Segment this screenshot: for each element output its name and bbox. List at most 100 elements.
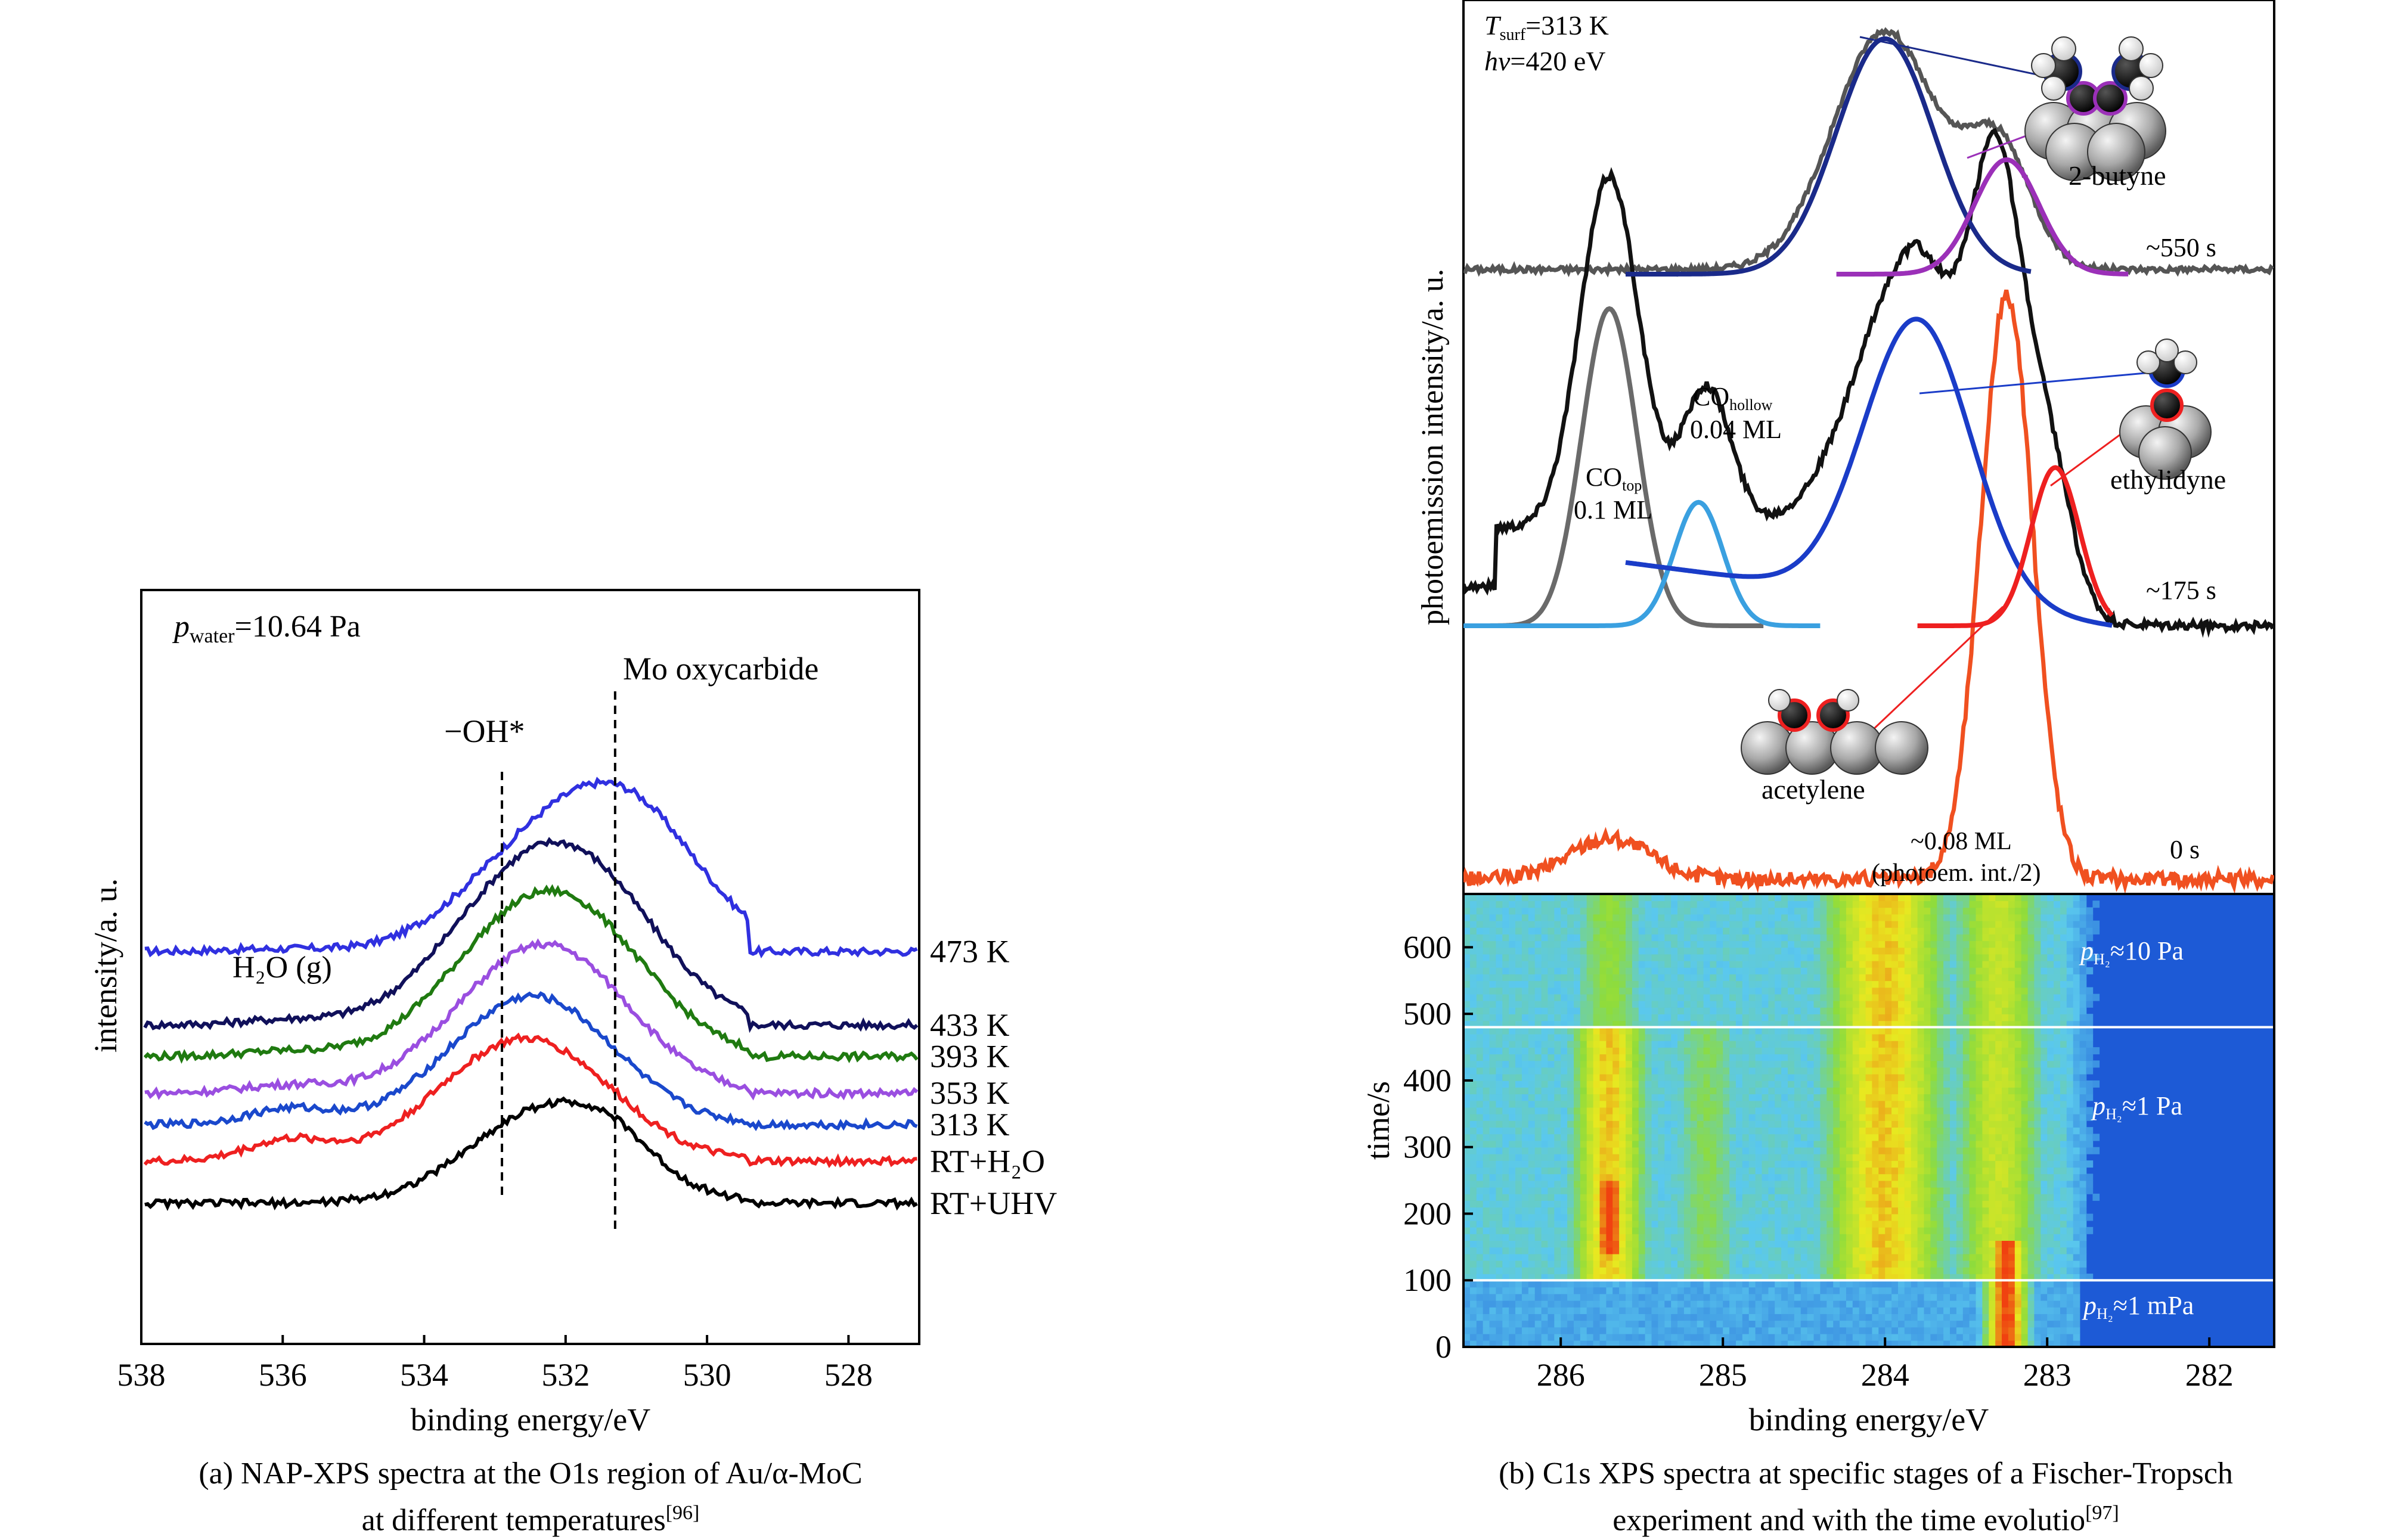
heat-cell (1729, 1327, 1736, 1334)
heat-cell (1697, 1194, 1704, 1201)
heat-cell (2021, 1294, 2029, 1301)
heat-cell (1691, 1234, 1698, 1241)
heat-cell (1567, 1327, 1574, 1334)
heat-cell (1963, 1187, 1970, 1194)
heat-cell (1762, 1254, 1769, 1261)
heat-cell (2002, 1267, 2009, 1274)
heat-cell (1749, 1320, 1756, 1327)
heat-cell (1593, 1081, 1601, 1088)
heat-cell (1664, 1334, 1672, 1341)
heat-cell (1509, 1001, 1516, 1008)
heat-cell (1606, 1041, 1613, 1048)
heat-cell (1970, 1114, 1977, 1121)
mo-oxycarbide-annotation: Mo oxycarbide (623, 651, 818, 687)
heat-cell (1496, 1267, 1503, 1274)
heat-cell (1684, 1221, 1691, 1228)
heat-cell (1742, 1334, 1750, 1341)
heat-cell (1554, 1187, 1561, 1194)
heat-cell (1885, 1314, 1892, 1321)
heat-cell (1502, 1221, 1509, 1228)
heat-cell (1684, 1107, 1691, 1114)
heat-cell (1496, 1001, 1503, 1008)
heat-cell (1794, 1067, 1801, 1075)
heat-cell (1684, 1101, 1691, 1108)
heat-cell (2047, 1254, 2054, 1261)
heat-cell (1814, 1234, 1821, 1241)
heat-cell (1542, 1214, 1549, 1221)
heat-cell (1853, 1267, 1860, 1274)
heat-cell (2060, 1141, 2067, 1148)
heat-cell (1509, 1167, 1516, 1174)
heat-cell (1846, 1247, 1853, 1254)
heat-cell (1652, 1060, 1659, 1067)
heat-cell (2073, 1214, 2080, 1221)
heat-cell (1840, 1120, 1847, 1128)
heat-cell (1768, 1254, 1775, 1261)
heat-cell (2054, 1054, 2061, 1061)
heat-cell (1684, 1167, 1691, 1174)
heat-cell (1470, 1260, 1477, 1268)
heat-cell (1905, 1147, 1912, 1154)
heat-cell (2008, 1173, 2015, 1181)
heat-cell (2028, 1307, 2035, 1314)
heat-cell (1807, 1054, 1815, 1061)
heat-cell (1710, 1254, 1717, 1261)
heat-cell (1664, 1074, 1672, 1081)
heat-cell (2041, 1300, 2048, 1308)
heat-cell (1729, 1300, 1736, 1308)
heat-cell (2047, 1034, 2054, 1041)
heat-cell (1814, 1041, 1821, 1048)
heat-cell (2054, 1221, 2061, 1228)
heat-cell (2021, 1067, 2029, 1075)
heat-cell (1496, 1260, 1503, 1268)
heat-cell (1846, 1007, 1853, 1014)
heat-cell (1580, 1007, 1587, 1014)
heat-cell (2080, 1160, 2087, 1168)
heat-cell (1742, 1167, 1750, 1174)
heat-cell (2080, 1240, 2087, 1247)
heat-cell (1502, 1081, 1509, 1088)
heat-cell (1490, 1147, 1497, 1154)
heat-cell (1515, 1081, 1522, 1088)
heat-cell (1853, 1221, 1860, 1228)
heat-cell (1878, 1007, 1886, 1014)
heat-cell (1924, 1034, 1931, 1041)
heat-cell (1995, 1221, 2002, 1228)
heat-cell (1891, 1094, 1899, 1101)
heat-cell (1982, 1227, 1989, 1234)
heat-cell (1528, 1054, 1536, 1061)
heat-cell (2086, 1034, 2094, 1041)
heat-cell (1626, 1101, 1633, 1108)
heat-cell (1866, 1254, 1873, 1261)
heat-cell (1664, 1047, 1672, 1054)
heat-cell (1872, 1327, 1879, 1334)
heat-cell (1580, 1114, 1587, 1121)
heat-cell (1729, 1234, 1736, 1241)
heat-cell (1697, 1154, 1704, 1161)
heat-cell (1587, 1060, 1594, 1067)
heat-cell (1956, 1327, 1964, 1334)
heat-cell (2028, 1154, 2035, 1161)
heat-cell (1522, 1134, 1529, 1141)
heat-cell (1639, 1094, 1646, 1101)
heat-cell (1930, 1120, 1937, 1128)
heat-cell (1905, 1074, 1912, 1081)
heat-cell (1840, 1134, 1847, 1141)
heat-cell (1671, 1060, 1678, 1067)
heat-cell (1846, 1041, 1853, 1048)
heat-cell (1704, 1160, 1711, 1168)
heat-cell (2054, 1320, 2061, 1327)
heat-cell (1502, 1014, 1509, 1021)
heat-cell (1671, 1054, 1678, 1061)
heat-cell (1684, 1094, 1691, 1101)
heat-cell (1567, 1141, 1574, 1148)
heat-cell (1522, 1120, 1529, 1128)
heat-cell (2021, 1287, 2029, 1294)
heat-cell (1781, 1081, 1788, 1088)
heat-cell (2028, 1327, 2035, 1334)
heat-cell (1807, 1181, 1815, 1188)
heat-cell (1950, 1014, 1957, 1021)
heat-cell (1976, 1141, 1983, 1148)
heat-cell (2028, 1041, 2035, 1048)
heat-cell (1976, 1287, 1983, 1294)
